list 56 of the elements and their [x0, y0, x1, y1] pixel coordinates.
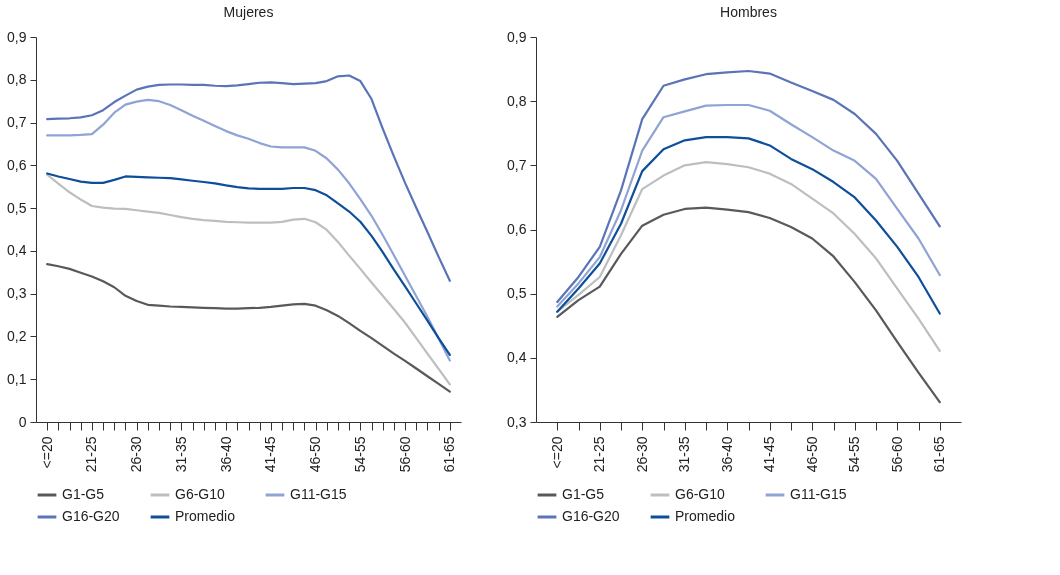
- line-series: [46, 98, 451, 362]
- x-tick-label: 26-30: [128, 436, 145, 473]
- y-tick-label: 0: [18, 413, 27, 430]
- legend-label: G1-G5: [62, 486, 105, 502]
- x-tick-label: 31-35: [172, 436, 189, 473]
- x-tick-label: 61-65: [931, 436, 948, 473]
- x-tick-label: 31-35: [676, 436, 693, 473]
- x-tick-label: 54-55: [846, 436, 863, 473]
- y-tick-label: 0,7: [7, 114, 27, 131]
- line-series: [556, 136, 941, 315]
- y-tick-label: 0,3: [507, 413, 527, 430]
- y-tick-label: 0,3: [7, 285, 27, 302]
- legend-label: G11-G15: [290, 486, 347, 502]
- x-tick-label: 56-60: [396, 436, 413, 473]
- legend-label: G6-G10: [175, 486, 226, 502]
- y-tick-label: 0,6: [507, 221, 527, 237]
- x-tick-label: <=20: [38, 436, 55, 469]
- y-tick-label: 0,7: [507, 156, 527, 173]
- y-tick-label: 0,4: [7, 242, 27, 259]
- y-tick-label: 0,6: [7, 156, 27, 173]
- line-series: [556, 103, 941, 308]
- x-tick-label: 46-50: [803, 436, 820, 473]
- legend-label: G6-G10: [675, 486, 726, 502]
- x-tick-label: 41-45: [761, 436, 778, 473]
- legend-label: G16-G20: [562, 508, 620, 524]
- legend-label: G11-G15: [790, 486, 847, 502]
- x-tick-label: 36-40: [718, 436, 735, 473]
- legend-label: G1-G5: [562, 486, 605, 502]
- x-tick-label: 36-40: [217, 436, 234, 473]
- legend-label: Promedio: [675, 508, 736, 524]
- x-tick-label: 21-25: [83, 436, 100, 473]
- legend-label: Promedio: [175, 508, 236, 524]
- x-tick-label: 21-25: [591, 436, 608, 473]
- line-series: [46, 263, 451, 393]
- x-tick-label: 54-55: [351, 436, 368, 473]
- y-tick-label: 0,4: [507, 349, 527, 366]
- y-tick-label: 0,8: [507, 92, 527, 109]
- y-tick-label: 0,8: [7, 71, 27, 88]
- x-tick-label: 46-50: [307, 436, 324, 473]
- line-series: [556, 69, 941, 304]
- x-tick-label: 41-45: [262, 436, 279, 473]
- y-tick-label: 0,9: [507, 28, 527, 45]
- x-tick-label: <=20: [548, 436, 565, 469]
- line-series: [46, 74, 451, 282]
- y-tick-label: 0,2: [7, 327, 27, 344]
- y-tick-label: 0,5: [7, 199, 27, 216]
- y-tick-label: 0,1: [7, 370, 27, 387]
- legend-label: G16-G20: [62, 508, 120, 524]
- x-tick-label: 61-65: [441, 436, 458, 473]
- x-tick-label: 26-30: [633, 436, 650, 473]
- y-tick-label: 0,9: [7, 28, 27, 45]
- line-series: [556, 206, 941, 404]
- chart-title: Hombres: [720, 4, 777, 20]
- y-tick-label: 0,5: [507, 285, 527, 302]
- chart-title: Mujeres: [223, 4, 274, 20]
- x-tick-label: 56-60: [888, 436, 905, 473]
